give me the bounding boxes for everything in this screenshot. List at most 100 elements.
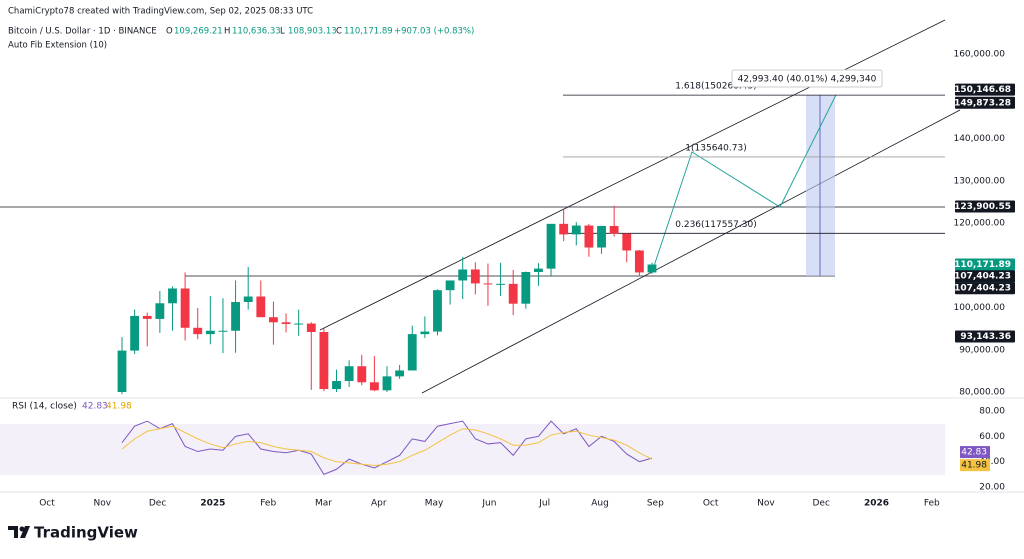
candle-body	[142, 315, 152, 319]
candle-body	[470, 269, 480, 284]
drawings	[0, 19, 961, 394]
x-tick-label: Nov	[757, 499, 775, 509]
symbol: Bitcoin / U.S. Dollar · 1D · BINANCE	[8, 27, 157, 37]
candle-body	[420, 331, 430, 335]
candle-body	[243, 296, 253, 303]
credit: ChamiCrypto78 created with TradingView.c…	[8, 7, 313, 17]
rsi-tick-label: 40.00	[979, 457, 1005, 467]
candle-body	[357, 366, 367, 383]
candle-body	[395, 370, 405, 377]
measure-label: 42,993.40 (40.01%) 4,299,340	[738, 75, 877, 85]
price-badge	[955, 96, 1015, 109]
rsi-title: RSI (14, close)	[12, 402, 77, 412]
y-tick-label: 160,000.00	[953, 50, 1005, 60]
x-tick-label: Dec	[812, 499, 829, 509]
candle-body	[546, 223, 556, 269]
candle-body	[571, 225, 581, 235]
y-tick-label: 130,000.00	[953, 176, 1005, 186]
x-tick-label: Feb	[924, 499, 940, 509]
y-tick-label: 90,000.00	[959, 345, 1005, 355]
candle-body	[369, 382, 379, 391]
candle-body	[269, 317, 278, 323]
channel-upper	[319, 19, 946, 331]
candle-body	[344, 366, 354, 382]
candle-body	[534, 268, 543, 273]
price-badge-label: 123,900.55	[954, 202, 1011, 212]
candle-body	[597, 225, 606, 248]
x-tick-label: Oct	[703, 499, 719, 509]
candle-body	[496, 283, 505, 285]
candle-body	[458, 269, 468, 281]
o-value: 109,269.21	[174, 27, 223, 37]
candle-body	[382, 376, 392, 391]
candle-body	[294, 323, 304, 325]
price-badge	[955, 258, 1015, 271]
x-tick-label: Jun	[481, 499, 496, 509]
candles	[117, 205, 657, 395]
candle-body	[559, 223, 569, 235]
candle-body	[407, 334, 417, 371]
price-badge	[955, 282, 1015, 295]
candle-body	[521, 272, 531, 304]
candle-body	[332, 381, 341, 390]
price-badge	[955, 270, 1015, 283]
rsi-line	[121, 420, 653, 475]
measure-box	[806, 95, 835, 276]
indicator: Auto Fib Extension (10)	[8, 41, 107, 51]
candle-body	[281, 322, 291, 324]
candle-body	[306, 323, 316, 333]
candle-body	[319, 332, 329, 390]
change: +907.03 (+0.83%)	[394, 27, 474, 37]
c-label: C	[336, 27, 342, 37]
rsi-tick-label: 60.00	[979, 432, 1005, 442]
rsi-badge	[960, 446, 990, 459]
candle-body	[256, 296, 266, 318]
x-tick-label: Dec	[149, 499, 166, 509]
price-badge-label: 107,404.23	[954, 284, 1011, 294]
l-label: L	[280, 27, 285, 37]
price-badge-label: 149,873.28	[954, 98, 1011, 108]
candle-body	[634, 250, 644, 273]
fib-label: 1.618(150268.43)	[675, 82, 756, 92]
measure-label-bg	[731, 69, 883, 88]
x-tick-label: Oct	[39, 499, 55, 509]
y-tick-label: 100,000.00	[953, 303, 1005, 313]
rsi-band	[0, 424, 945, 475]
rsi-tick-label: 20.00	[979, 483, 1005, 493]
y-tick-label: 80,000.00	[959, 388, 1005, 398]
x-tick-label: Feb	[260, 499, 276, 509]
price-badge-label: 93,143.36	[960, 332, 1011, 342]
rsi-badge-label: 41.98	[961, 461, 987, 471]
candle-body	[609, 225, 619, 234]
candle-body	[155, 303, 165, 319]
x-tick-label: May	[425, 499, 444, 509]
x-tick-label: Aug	[591, 499, 609, 509]
projection	[651, 94, 837, 273]
l-value: 108,903.13	[288, 27, 337, 37]
fib-label: 0.236(117557.30)	[675, 220, 756, 230]
candle-body	[193, 327, 203, 335]
price-badge	[955, 83, 1015, 96]
x-tick-label: Mar	[315, 499, 332, 509]
x-tick-label: Jul	[538, 499, 550, 509]
brand: TradingView	[34, 524, 138, 542]
h-label: H	[224, 27, 230, 37]
x-tick-label: Sep	[647, 499, 664, 509]
x-tick-label: Apr	[371, 499, 387, 509]
price-badge	[955, 200, 1015, 213]
candle-body	[584, 225, 594, 248]
logo	[8, 526, 30, 538]
price-badge-label: 107,404.23	[954, 272, 1011, 282]
candle-body	[231, 302, 240, 331]
h-value: 110,636.33	[232, 27, 281, 37]
rsi-value: 42.83	[82, 402, 108, 412]
price-badge-label: 110,171.89	[954, 260, 1011, 270]
y-tick-label: 140,000.00	[953, 134, 1005, 144]
rsi-badge	[960, 459, 990, 472]
c-value: 110,171.89	[344, 27, 393, 37]
fib-label: 1(135640.73)	[685, 143, 746, 153]
x-tick-label: 2025	[200, 499, 225, 509]
candle-body	[130, 315, 140, 351]
